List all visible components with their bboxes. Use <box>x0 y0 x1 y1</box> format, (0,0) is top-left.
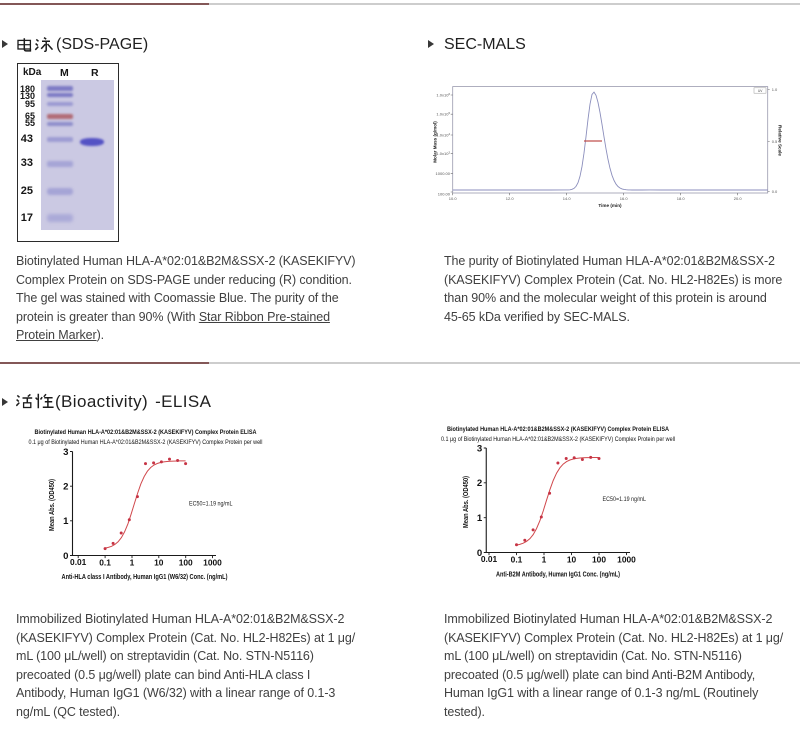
svg-text:0: 0 <box>477 548 482 559</box>
svg-text:EC50=1.19 ng/mL: EC50=1.19 ng/mL <box>189 501 233 508</box>
svg-text:EC50=1.19 ng/mL: EC50=1.19 ng/mL <box>603 496 647 503</box>
svg-text:0.1 μg of Biotinylated Human H: 0.1 μg of Biotinylated Human HLA-A*02:01… <box>29 440 263 446</box>
svg-text:100: 100 <box>179 558 193 568</box>
svg-text:1.0x105: 1.0x105 <box>436 111 450 116</box>
svg-text:1.0x104: 1.0x104 <box>436 132 450 137</box>
svg-text:100.00: 100.00 <box>438 192 451 197</box>
svg-text:0.1: 0.1 <box>511 555 523 565</box>
svg-text:14.0: 14.0 <box>563 196 572 201</box>
svg-text:UV: UV <box>758 89 763 93</box>
svg-text:1000: 1000 <box>617 555 636 565</box>
svg-text:10: 10 <box>154 558 164 568</box>
svg-text:1.0x103: 1.0x103 <box>436 150 450 155</box>
svg-text:1: 1 <box>477 513 483 524</box>
svg-text:Biotinylated Human HLA-A*02:01: Biotinylated Human HLA-A*02:01&B2M&SSX-2… <box>447 426 669 433</box>
svg-text:Molar Mass (g/mol): Molar Mass (g/mol) <box>433 121 438 163</box>
svg-text:0.0: 0.0 <box>772 189 778 194</box>
svg-text:16.0: 16.0 <box>620 196 629 201</box>
svg-text:3: 3 <box>63 447 68 458</box>
svg-text:100: 100 <box>592 555 606 565</box>
svg-text:1000.00: 1000.00 <box>436 171 451 176</box>
svg-text:1: 1 <box>130 558 135 568</box>
svg-text:0.1 μg of Biotinylated Human H: 0.1 μg of Biotinylated Human HLA-A*02:01… <box>441 437 675 443</box>
svg-text:Mean Abs. (OD450): Mean Abs. (OD450) <box>47 479 56 531</box>
svg-text:18.0: 18.0 <box>677 196 686 201</box>
svg-text:0.01: 0.01 <box>481 554 498 564</box>
svg-text:Anti-B2M Antibody, Human IgG1: Anti-B2M Antibody, Human IgG1 Conc. (ng/… <box>496 570 620 579</box>
svg-text:0.01: 0.01 <box>70 557 87 567</box>
svg-text:1: 1 <box>63 516 69 527</box>
svg-text:1.0x106: 1.0x106 <box>436 92 450 97</box>
svg-text:2: 2 <box>63 482 68 493</box>
svg-text:1.0: 1.0 <box>772 87 778 92</box>
svg-text:10: 10 <box>567 555 577 565</box>
svg-text:3: 3 <box>477 443 482 454</box>
svg-text:1000: 1000 <box>203 558 222 568</box>
svg-text:10.0: 10.0 <box>449 196 458 201</box>
svg-text:Relative Scale: Relative Scale <box>778 125 783 156</box>
svg-text:Biotinylated Human HLA-A*02:01: Biotinylated Human HLA-A*02:01&B2M&SSX-2… <box>35 429 257 436</box>
svg-text:12.0: 12.0 <box>506 196 515 201</box>
svg-text:Mean Abs. (OD450): Mean Abs. (OD450) <box>461 476 470 528</box>
svg-text:2: 2 <box>477 478 482 489</box>
svg-text:Anti-HLA class I Antibody, Hum: Anti-HLA class I Antibody, Human IgG1 (W… <box>62 572 228 581</box>
svg-text:1: 1 <box>542 555 547 565</box>
svg-text:0.5: 0.5 <box>772 139 778 144</box>
svg-text:Time (min): Time (min) <box>598 203 622 208</box>
svg-text:0.1: 0.1 <box>99 558 111 568</box>
svg-text:0: 0 <box>63 551 68 562</box>
svg-text:20.0: 20.0 <box>734 196 743 201</box>
